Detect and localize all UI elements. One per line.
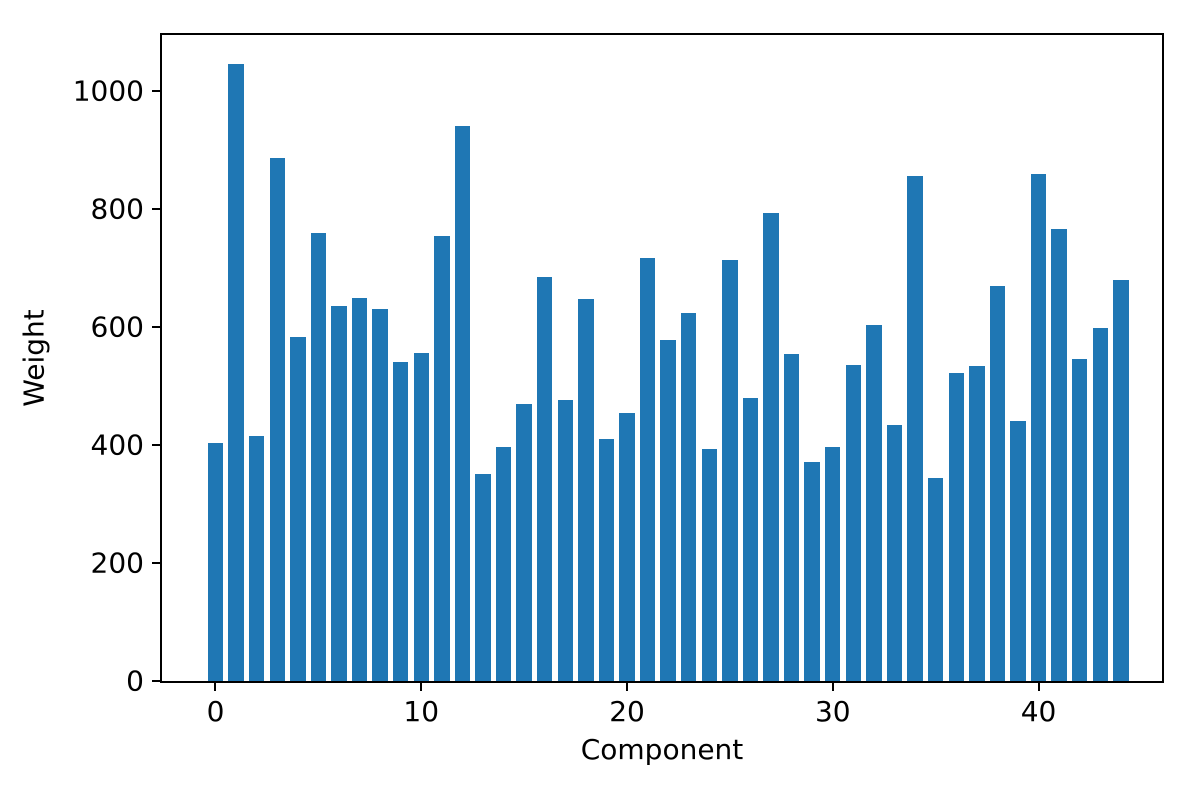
bar-component-15 bbox=[516, 403, 532, 681]
bar-component-2 bbox=[248, 436, 265, 681]
y-tick bbox=[152, 208, 162, 211]
bar-component-11 bbox=[434, 235, 450, 681]
bar-component-19 bbox=[598, 438, 615, 681]
bar-component-30 bbox=[825, 447, 841, 681]
y-tick bbox=[152, 680, 162, 682]
x-tick bbox=[626, 681, 629, 691]
bar-component-16 bbox=[537, 277, 553, 681]
y-tick-label: 800 bbox=[90, 192, 144, 226]
y-tick-label: 200 bbox=[90, 546, 144, 580]
x-tick-label: 20 bbox=[609, 695, 645, 728]
y-tick-label: 400 bbox=[90, 428, 144, 462]
x-tick bbox=[420, 681, 423, 691]
bar-component-23 bbox=[681, 313, 697, 681]
plot-area: 0 10 20 30 40 0 200 400 600 800 1000 Component We… bbox=[18, 33, 1164, 766]
bar-component-22 bbox=[660, 340, 676, 681]
x-tick-label: 40 bbox=[1020, 695, 1057, 728]
bar-component-27 bbox=[763, 212, 779, 681]
bar-component-20 bbox=[619, 412, 635, 681]
bar-component-17 bbox=[557, 400, 573, 681]
bar-component-24 bbox=[701, 449, 718, 681]
x-axis-label: Component bbox=[580, 733, 744, 766]
bar-component-37 bbox=[969, 365, 985, 681]
y-tick bbox=[152, 444, 162, 447]
bar-component-3 bbox=[269, 158, 285, 681]
bar-component-41 bbox=[1051, 229, 1067, 681]
bar-component-10 bbox=[413, 353, 429, 681]
bar-component-38 bbox=[989, 285, 1006, 681]
y-tick bbox=[152, 90, 162, 93]
bar-component-21 bbox=[639, 258, 656, 681]
bar-component-1 bbox=[228, 63, 244, 681]
bar-component-32 bbox=[866, 325, 882, 681]
bar-component-5 bbox=[310, 232, 327, 681]
bar-component-25 bbox=[722, 259, 738, 681]
bar-component-43 bbox=[1092, 327, 1108, 681]
x-tick-label: 10 bbox=[403, 695, 440, 728]
bar-component-26 bbox=[742, 398, 759, 681]
bar-component-18 bbox=[578, 298, 594, 681]
bar-component-7 bbox=[351, 297, 368, 681]
bar-component-33 bbox=[886, 424, 903, 681]
y-tick-label: 1000 bbox=[72, 74, 144, 108]
bar-component-42 bbox=[1071, 358, 1088, 681]
bar-component-13 bbox=[475, 473, 491, 681]
bar-component-29 bbox=[804, 461, 820, 681]
y-tick-label: 600 bbox=[90, 310, 144, 344]
bar-component-0 bbox=[207, 442, 224, 681]
x-tick-label: 30 bbox=[814, 695, 851, 728]
bar-component-12 bbox=[454, 125, 471, 681]
y-tick bbox=[152, 326, 162, 329]
bar-component-28 bbox=[783, 353, 800, 681]
bar-component-8 bbox=[372, 309, 388, 681]
bar-component-9 bbox=[392, 362, 409, 681]
x-tick bbox=[1037, 681, 1040, 691]
x-tick-label: 0 bbox=[206, 695, 225, 728]
y-axis-label: Weight bbox=[17, 309, 51, 407]
bar-component-40 bbox=[1030, 173, 1047, 681]
bar-component-35 bbox=[927, 478, 944, 681]
x-tick bbox=[831, 681, 834, 691]
x-tick bbox=[214, 681, 217, 691]
bar-component-44 bbox=[1113, 280, 1129, 681]
bar-component-36 bbox=[948, 373, 964, 681]
bar-component-4 bbox=[290, 337, 306, 681]
bar-component-34 bbox=[907, 176, 923, 681]
bar-component-39 bbox=[1010, 420, 1026, 681]
bar-component-6 bbox=[331, 306, 347, 681]
bar-component-14 bbox=[495, 447, 512, 681]
y-tick-label: 0 bbox=[126, 664, 144, 698]
y-tick bbox=[152, 562, 162, 564]
bar-component-31 bbox=[845, 365, 862, 681]
